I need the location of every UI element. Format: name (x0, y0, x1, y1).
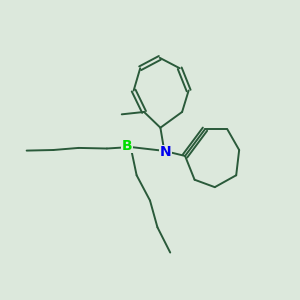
Text: N: N (160, 146, 172, 159)
Text: B: B (122, 139, 132, 152)
